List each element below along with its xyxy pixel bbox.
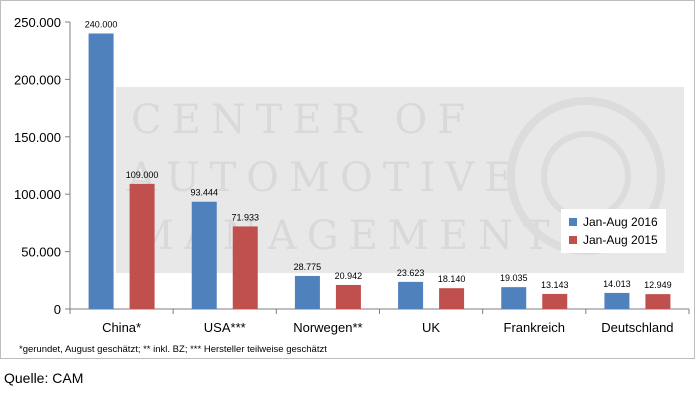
data-label: 23.623 <box>397 268 425 278</box>
x-tick-label: China* <box>102 320 141 335</box>
bar <box>191 201 217 309</box>
legend-item-2016: Jan-Aug 2016 <box>569 213 658 231</box>
y-tick-label: 200.000 <box>14 72 61 87</box>
data-label: 19.035 <box>500 273 528 283</box>
data-label: 240.000 <box>85 19 118 29</box>
bar <box>232 226 258 309</box>
data-label: 14.013 <box>603 279 631 289</box>
bar <box>542 293 568 309</box>
y-tick-label: 250.000 <box>14 15 61 30</box>
x-tick-label: Frankreich <box>504 320 565 335</box>
x-tick-label: Norwegen** <box>293 320 362 335</box>
legend-swatch-2016 <box>569 218 577 226</box>
watermark-line-1: CENTER OF <box>131 97 475 143</box>
legend: Jan-Aug 2016 Jan-Aug 2015 <box>561 209 666 253</box>
y-tick-label: 0 <box>54 302 61 317</box>
x-tick-label: Deutschland <box>601 320 673 335</box>
bar <box>645 294 671 309</box>
bar <box>294 275 320 309</box>
data-label: 93.444 <box>190 188 218 198</box>
x-tick-label: USA*** <box>204 320 246 335</box>
bar <box>398 281 424 309</box>
data-label: 20.942 <box>335 271 363 281</box>
data-label: 71.933 <box>231 212 259 222</box>
legend-swatch-2015 <box>569 236 577 244</box>
bar-chart: CENTER OF AUTOMOTIVE MANAGEMENT 050.0001… <box>14 15 690 335</box>
chart-footnote: *gerundet, August geschätzt; ** inkl. BZ… <box>19 344 327 355</box>
y-tick-label: 150.000 <box>14 130 61 145</box>
bar <box>501 287 527 309</box>
chart-frame: CENTER OF AUTOMOTIVE MANAGEMENT 0 50.000 1… <box>0 0 695 359</box>
y-tick-label: 100.000 <box>14 187 61 202</box>
bar <box>129 183 155 309</box>
chart-marks: 0 50.000 100.000 150.000 200.000 250.000 240.0… <box>14 15 690 335</box>
watermark-line-2: AUTOMOTIVE <box>126 155 523 201</box>
data-label: 109.000 <box>126 170 159 180</box>
data-label: 12.949 <box>644 280 672 290</box>
legend-item-2015: Jan-Aug 2015 <box>569 231 658 249</box>
source-note: Quelle: CAM <box>4 370 84 386</box>
data-label: 28.775 <box>294 262 322 272</box>
y-tick-label: 50.000 <box>21 245 61 260</box>
bar <box>88 33 114 309</box>
data-label: 13.143 <box>541 280 569 290</box>
bar <box>604 292 630 309</box>
x-tick-label: UK <box>422 320 440 335</box>
bar <box>335 284 361 309</box>
legend-label-2015: Jan-Aug 2015 <box>583 233 658 247</box>
legend-label-2016: Jan-Aug 2016 <box>583 215 658 229</box>
bar <box>439 288 465 309</box>
data-label: 18.140 <box>438 274 466 284</box>
